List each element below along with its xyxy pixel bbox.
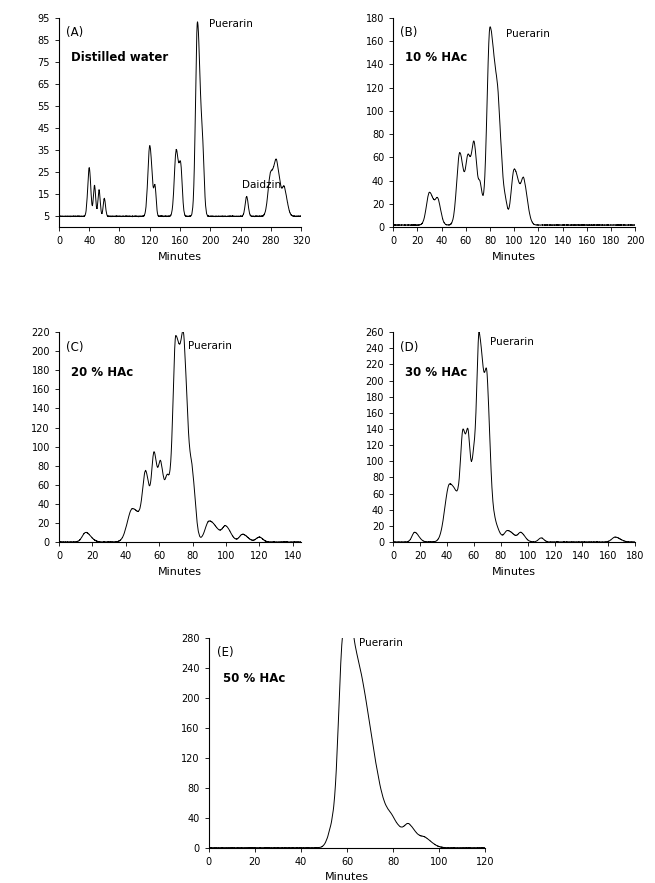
- X-axis label: Minutes: Minutes: [158, 567, 202, 577]
- X-axis label: Minutes: Minutes: [158, 252, 202, 262]
- Text: (A): (A): [66, 26, 83, 39]
- Text: Daidzin: Daidzin: [242, 180, 281, 190]
- Text: (B): (B): [400, 26, 418, 39]
- X-axis label: Minutes: Minutes: [493, 567, 536, 577]
- Text: Puerarin: Puerarin: [490, 336, 534, 347]
- Text: Distilled water: Distilled water: [71, 51, 168, 64]
- Text: 20 % HAc: 20 % HAc: [71, 366, 134, 379]
- Text: Puerarin: Puerarin: [506, 28, 550, 39]
- X-axis label: Minutes: Minutes: [493, 252, 536, 262]
- Text: (E): (E): [217, 646, 234, 660]
- Text: Puerarin: Puerarin: [359, 638, 403, 648]
- Text: (D): (D): [400, 341, 419, 353]
- Text: 30 % HAc: 30 % HAc: [405, 366, 468, 379]
- Text: Puerarin: Puerarin: [187, 342, 231, 351]
- Text: 10 % HAc: 10 % HAc: [405, 51, 468, 64]
- Text: (C): (C): [66, 341, 84, 353]
- Text: 50 % HAc: 50 % HAc: [223, 671, 285, 684]
- X-axis label: Minutes: Minutes: [325, 872, 369, 882]
- Text: Puerarin: Puerarin: [209, 19, 253, 28]
